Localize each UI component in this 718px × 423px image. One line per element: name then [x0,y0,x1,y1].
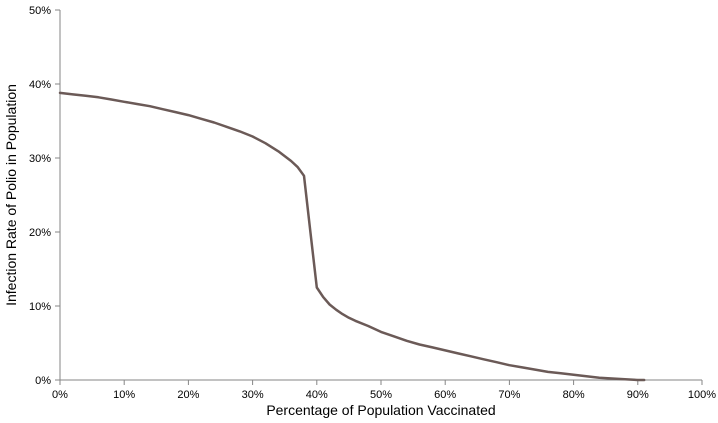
x-tick-label: 10% [113,389,135,401]
x-tick-label: 60% [434,389,456,401]
y-tick-label: 30% [29,153,51,165]
y-tick-label: 0% [35,375,51,387]
y-tick-label: 20% [29,227,51,239]
x-tick-label: 0% [52,389,68,401]
y-axis-title: Infection Rate of Polio in Population [3,84,19,306]
x-tick-label: 80% [563,389,585,401]
y-tick-label: 40% [29,79,51,91]
x-tick-label: 90% [627,389,649,401]
y-tick-label: 10% [29,301,51,313]
x-tick-label: 70% [498,389,520,401]
infection-rate-line [58,91,646,382]
x-tick-label: 100% [688,389,716,401]
tick-labels: 0% 10% 20% 30% 40% 50% 0% 10% 20% 30% 40% 50% 60% 70%… [29,5,716,401]
y-tick-label: 50% [29,5,51,17]
x-tick-label: 50% [370,389,392,401]
x-tick-label: 20% [177,389,199,401]
x-tick-label: 30% [242,389,264,401]
axes [55,9,703,385]
x-tick-label: 40% [306,389,328,401]
x-axis-title: Percentage of Population Vaccinated [266,402,495,418]
